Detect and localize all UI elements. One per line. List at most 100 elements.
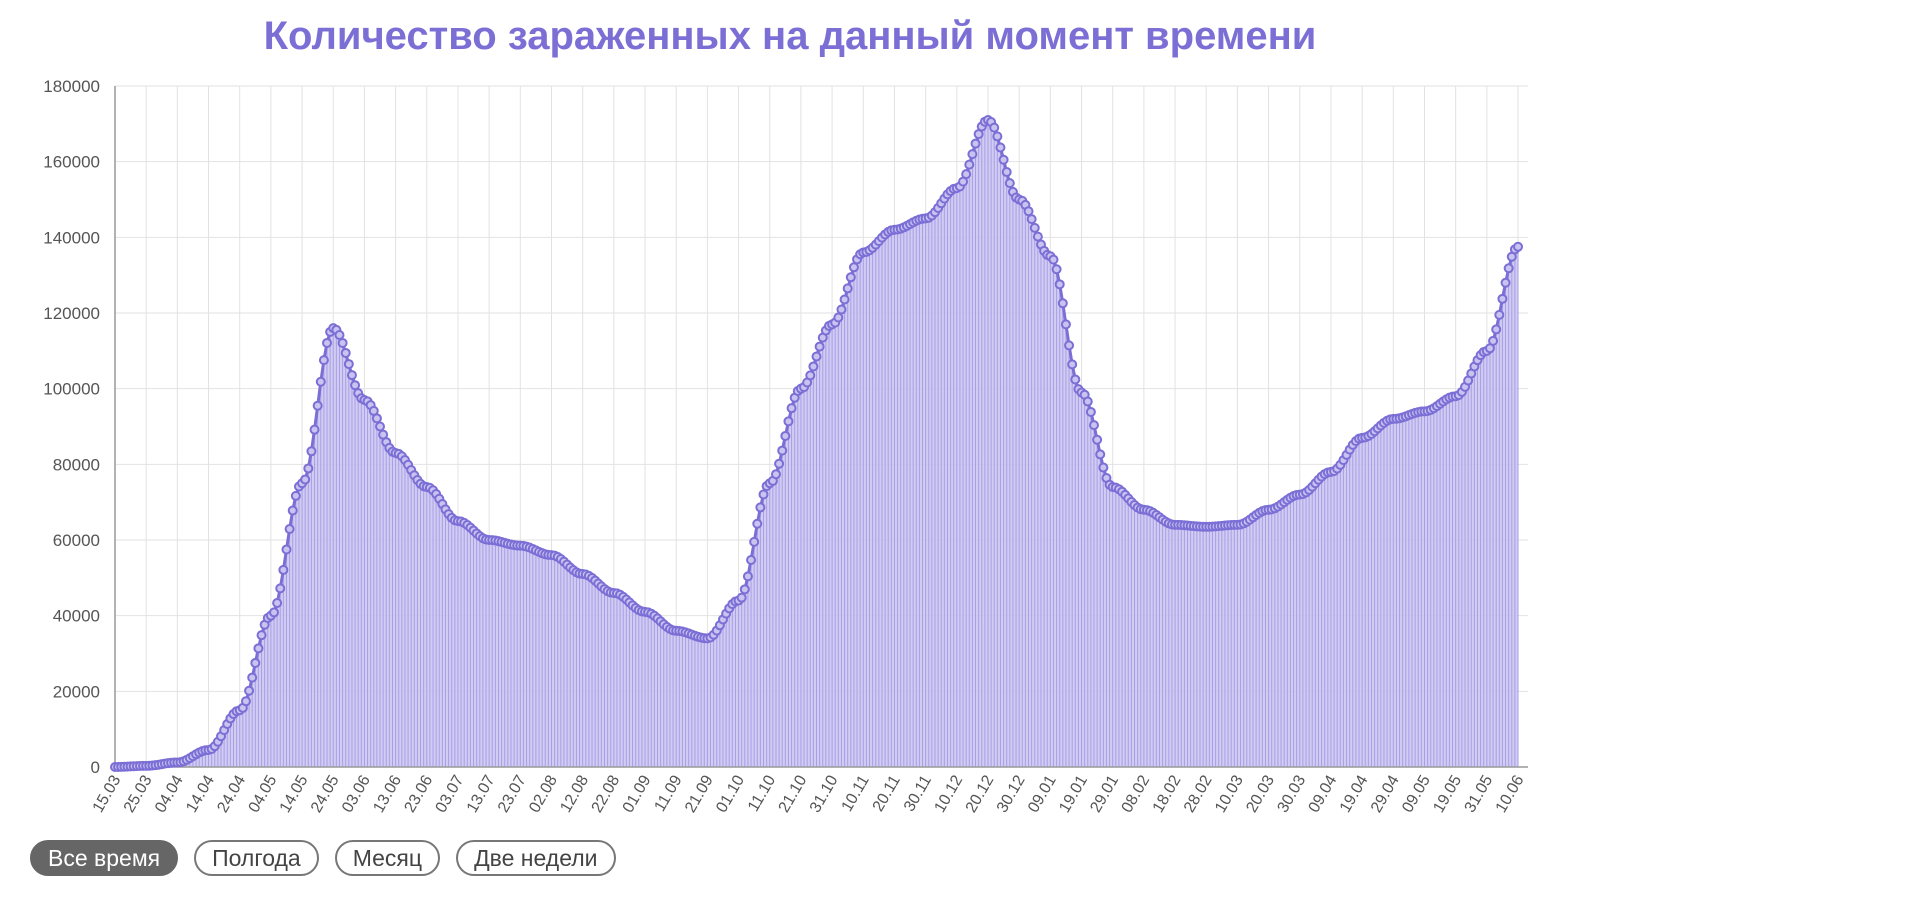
data-point <box>269 607 280 618</box>
data-point <box>1070 374 1081 385</box>
data-point <box>340 347 351 358</box>
data-point <box>253 643 264 654</box>
data-point <box>845 272 856 283</box>
x-tick-label: 31.10 <box>807 772 842 815</box>
x-tick-label: 14.05 <box>277 772 312 815</box>
y-tick-label: 120000 <box>43 304 100 323</box>
x-tick-label: 10.12 <box>932 772 967 815</box>
data-point <box>808 361 819 372</box>
y-tick-label: 20000 <box>53 682 100 701</box>
data-point <box>278 564 289 575</box>
x-tick-label: 22.08 <box>589 772 624 815</box>
data-point <box>736 592 747 603</box>
data-point <box>1032 231 1043 242</box>
data-point <box>306 446 317 457</box>
x-tick-label: 20.11 <box>870 772 904 814</box>
data-point <box>1497 293 1508 304</box>
data-point <box>250 657 261 668</box>
data-point <box>247 672 258 683</box>
y-tick-label: 60000 <box>53 531 100 550</box>
data-point <box>290 490 301 501</box>
x-tick-label: 28.02 <box>1181 772 1216 815</box>
y-tick-labels: 0 20000 40000 60000 80000 100000 120000 140000 1… <box>43 77 100 777</box>
data-point <box>777 445 788 456</box>
x-tick-label: 15.03 <box>90 772 125 815</box>
data-point <box>1491 324 1502 335</box>
data-point <box>998 154 1009 165</box>
data-point <box>1503 263 1514 274</box>
data-point <box>1057 298 1068 309</box>
x-tick-label: 30.11 <box>901 772 935 814</box>
data-point <box>315 376 326 387</box>
x-tick-label: 04.05 <box>246 772 281 815</box>
data-point <box>287 505 298 516</box>
x-tick-label: 23.06 <box>402 772 437 815</box>
data-point <box>1054 279 1065 290</box>
x-tick-label: 21.09 <box>682 772 717 815</box>
data-point <box>281 544 292 555</box>
data-point <box>1092 434 1103 445</box>
data-point <box>833 312 844 323</box>
data-point <box>786 403 797 414</box>
x-tick-label: 30.12 <box>994 772 1029 815</box>
x-tick-label: 25.03 <box>121 772 156 815</box>
data-point <box>312 400 323 411</box>
y-tick-label: 180000 <box>43 77 100 96</box>
x-tick-label: 03.06 <box>339 772 374 815</box>
axes <box>114 86 1528 768</box>
data-point <box>1088 420 1099 431</box>
data-point <box>1488 335 1499 346</box>
x-tick-label: 10.03 <box>1212 772 1247 815</box>
data-point <box>842 283 853 294</box>
data-point <box>284 523 295 534</box>
x-tick-label: 13.07 <box>464 772 499 815</box>
data-points <box>110 115 1524 772</box>
x-tick-label: 20.03 <box>1243 772 1278 815</box>
data-point <box>1082 396 1093 407</box>
x-tick-label: 14.04 <box>183 772 218 815</box>
x-tick-label: 19.01 <box>1056 772 1091 815</box>
chart-title: Количество зараженных на данный момент в… <box>263 14 1317 58</box>
x-tick-label: 03.07 <box>433 772 468 815</box>
x-tick-label: 13.06 <box>370 772 405 815</box>
data-point <box>848 262 859 273</box>
x-tick-label: 09.05 <box>1399 772 1434 815</box>
x-tick-label: 02.08 <box>526 772 561 815</box>
data-point <box>814 341 825 352</box>
data-point <box>350 380 361 391</box>
data-point <box>240 696 251 707</box>
data-point <box>758 489 769 500</box>
data-point <box>275 583 286 594</box>
data-point <box>1060 319 1071 330</box>
data-point <box>805 370 816 381</box>
data-point <box>964 159 975 170</box>
data-point <box>1494 309 1505 320</box>
data-point <box>309 424 320 435</box>
y-tick-label: 100000 <box>43 380 100 399</box>
y-tick-label: 40000 <box>53 607 100 626</box>
data-point <box>1026 214 1037 225</box>
data-point <box>256 630 267 641</box>
month-button[interactable]: Месяц <box>334 840 441 876</box>
data-point <box>1067 359 1078 370</box>
data-point <box>1500 277 1511 288</box>
data-point <box>752 518 763 529</box>
half-year-button[interactable]: Полгода <box>194 840 319 876</box>
x-tick-label: 04.04 <box>152 772 187 815</box>
data-point <box>970 138 981 149</box>
x-tick-label: 19.04 <box>1337 772 1372 815</box>
data-point <box>992 131 1003 142</box>
data-point <box>1004 178 1015 189</box>
x-tick-label: 19.05 <box>1430 772 1465 815</box>
x-tick-label: 29.04 <box>1368 772 1403 815</box>
data-point <box>337 337 348 348</box>
x-tick-label: 10.11 <box>839 772 873 814</box>
all-time-button[interactable]: Все время <box>30 840 179 876</box>
two-weeks-button[interactable]: Две недели <box>456 840 616 876</box>
data-point <box>811 351 822 362</box>
data-point <box>742 571 753 582</box>
x-tick-label: 01.09 <box>620 772 655 815</box>
data-point <box>749 536 760 547</box>
data-point <box>780 430 791 441</box>
x-tick-label: 08.02 <box>1119 772 1154 815</box>
